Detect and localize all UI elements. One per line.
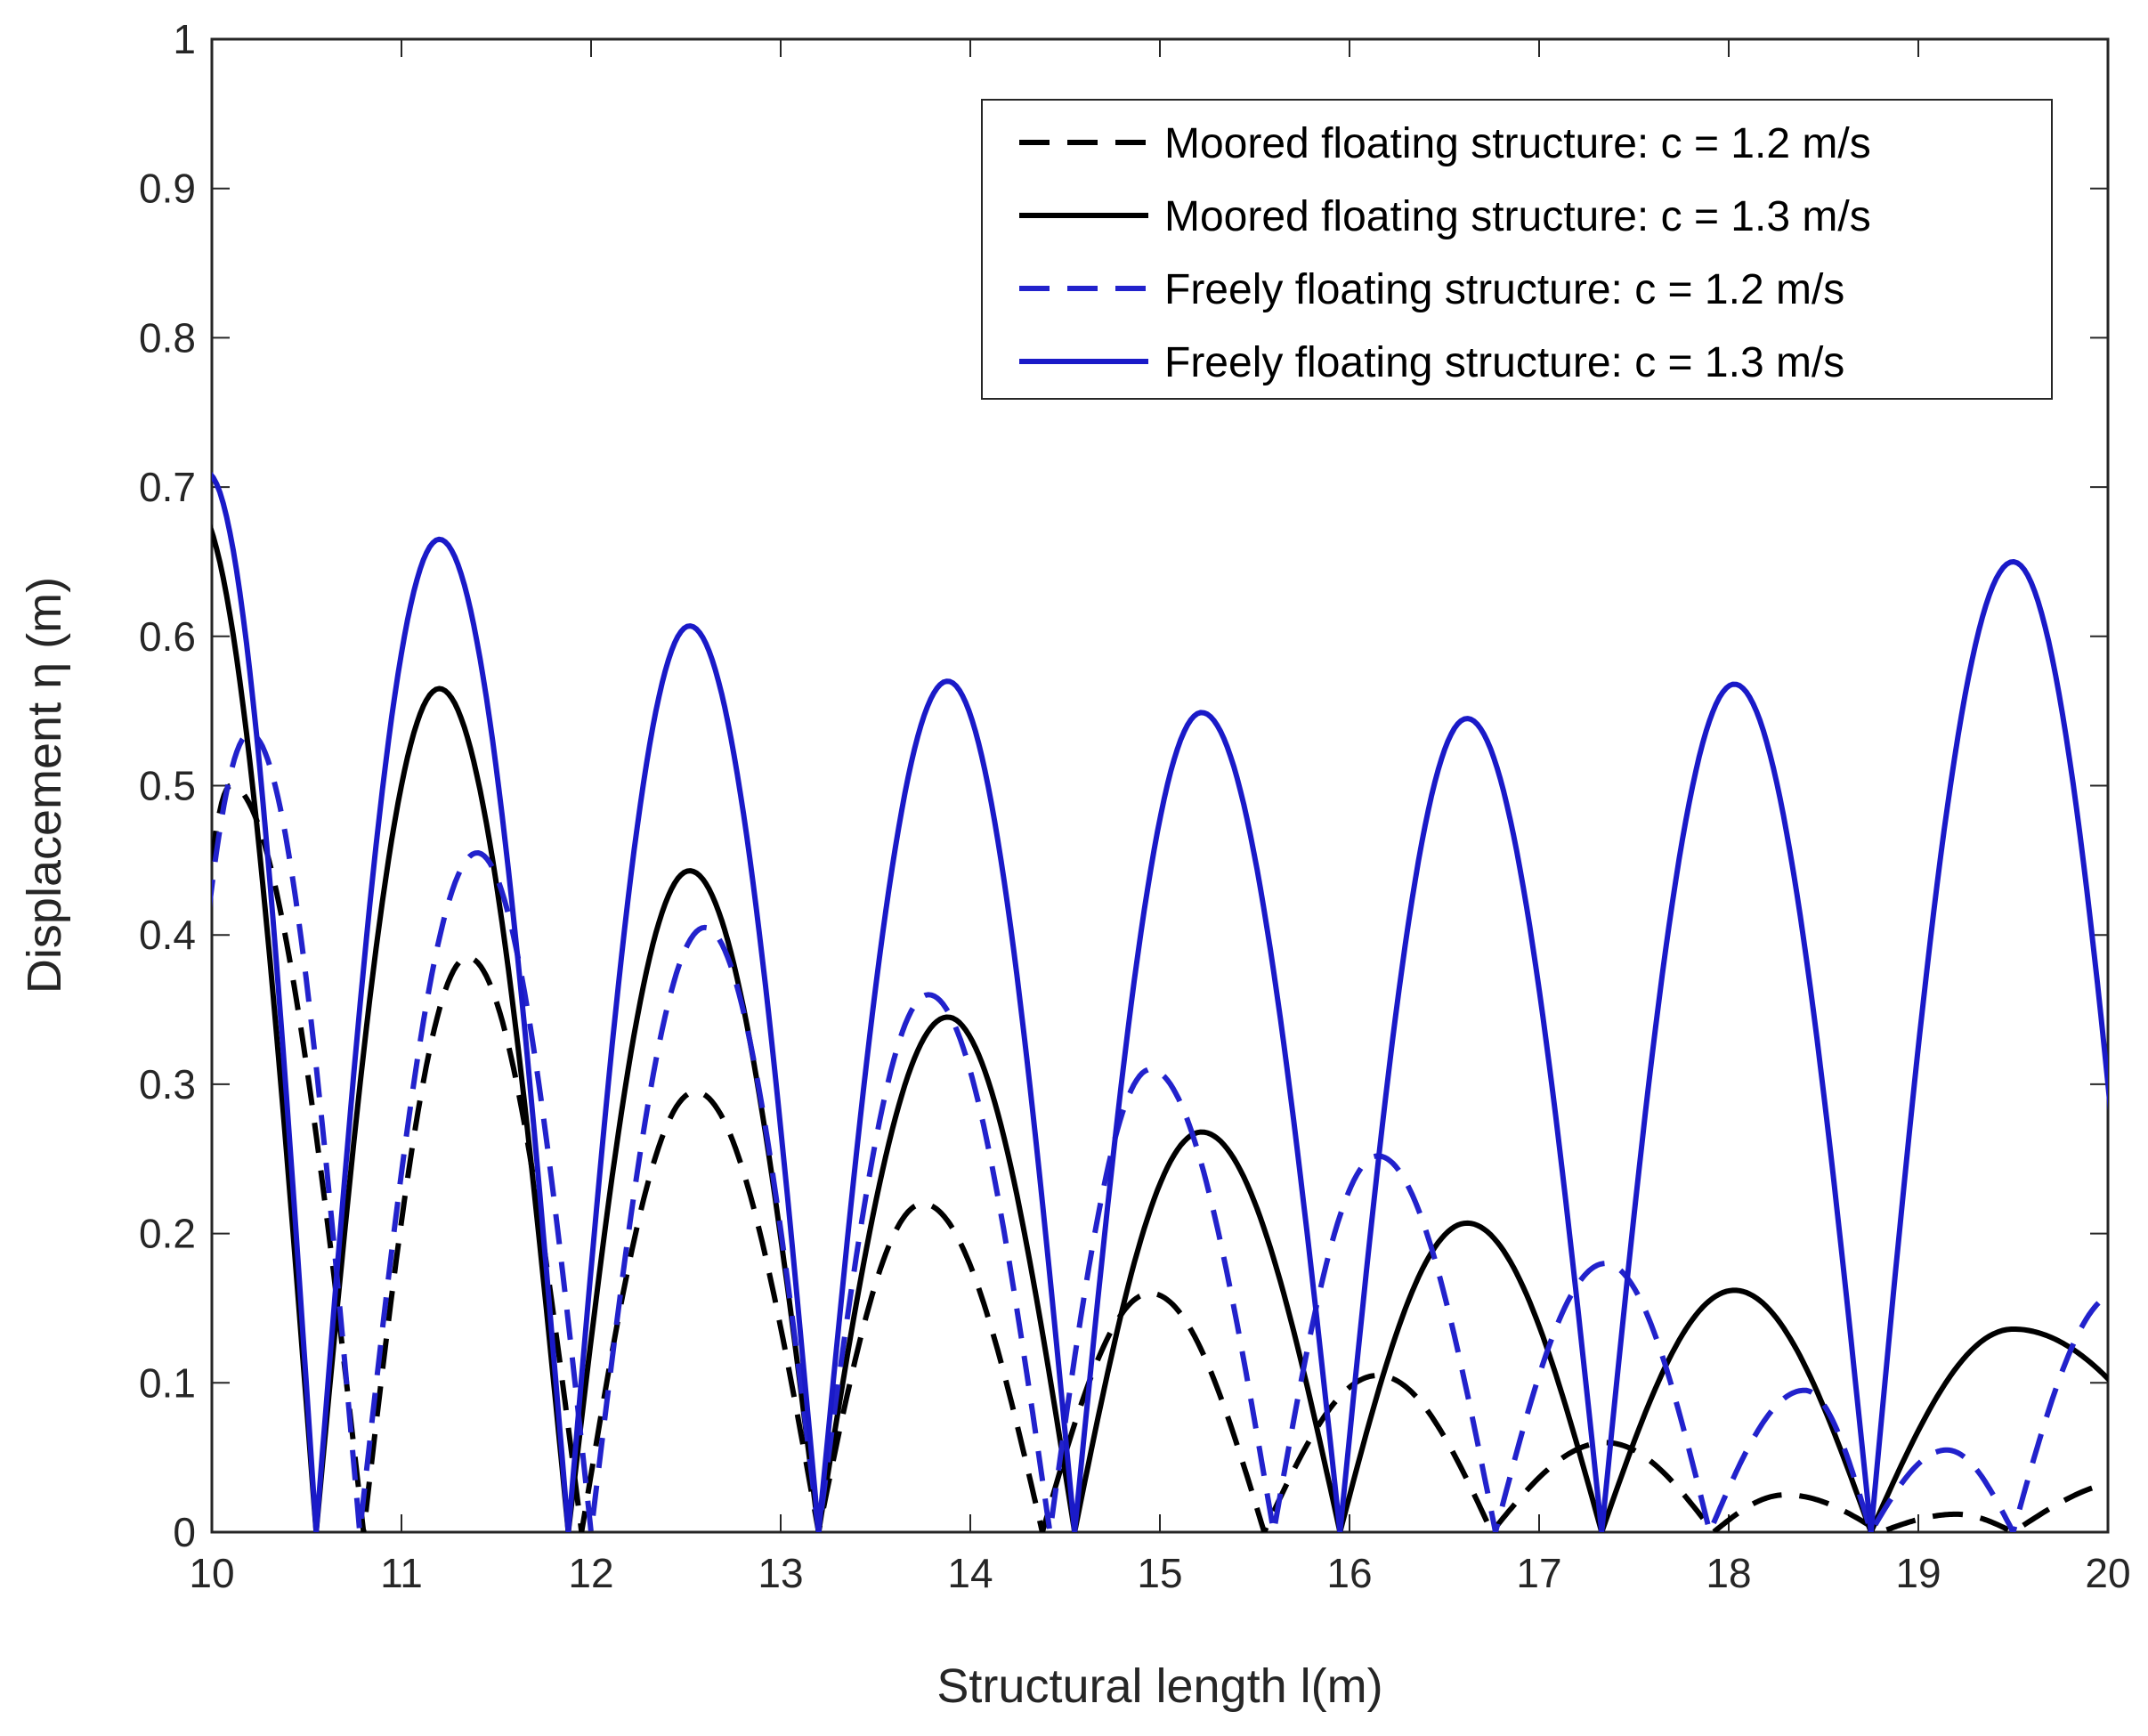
y-tick-label: 0.2 (139, 1211, 196, 1257)
y-tick-label: 1 (173, 16, 196, 62)
x-tick-label: 14 (947, 1550, 993, 1596)
x-tick-label: 13 (758, 1550, 803, 1596)
x-tick-label: 18 (1706, 1550, 1751, 1596)
y-tick-label: 0.7 (139, 464, 196, 510)
legend-box (981, 99, 2053, 400)
series-line-2 (212, 523, 2108, 1532)
y-tick-label: 0.3 (139, 1061, 196, 1107)
legend-label: Freely floating structure: c = 1.2 m/s (1164, 266, 1844, 313)
legend-label: Moored floating structure: c = 1.2 m/s (1164, 120, 1871, 167)
y-tick-label: 0.1 (139, 1359, 196, 1406)
y-axis-label: Displacement η (m) (18, 577, 71, 994)
y-tick-label: 0.4 (139, 912, 196, 958)
x-axis-label: Structural length l(m) (936, 1659, 1382, 1713)
y-tick-label: 0.6 (139, 613, 196, 660)
x-tick-label: 12 (568, 1550, 613, 1596)
x-tick-label: 11 (380, 1550, 423, 1596)
legend: Moored floating structure: c = 1.2 m/s Mo… (981, 99, 2053, 400)
series-layer (212, 471, 2108, 1532)
y-tick-label: 0.5 (139, 763, 196, 809)
x-tick-label: 17 (1516, 1550, 1561, 1596)
x-tick-label: 19 (1895, 1550, 1941, 1596)
x-tick-label: 20 (2085, 1550, 2130, 1596)
y-tick-label: 0 (173, 1509, 196, 1555)
x-tick-label: 15 (1137, 1550, 1182, 1596)
x-tick-label: 16 (1326, 1550, 1372, 1596)
y-tick-label: 0.8 (139, 314, 196, 361)
x-tick-label: 10 (189, 1550, 234, 1596)
y-tick-label: 0.9 (139, 166, 196, 212)
axis-ticks: 10 11 12 13 14 15 16 17 18 19 20 0 0.1 0.2 0.3 0.4 0.5 0.… (139, 16, 2131, 1596)
legend-label: Freely floating structure: c = 1.3 m/s (1164, 339, 1844, 386)
legend-label: Moored floating structure: c = 1.3 m/s (1164, 193, 1871, 240)
series-line-4 (212, 471, 2108, 1532)
